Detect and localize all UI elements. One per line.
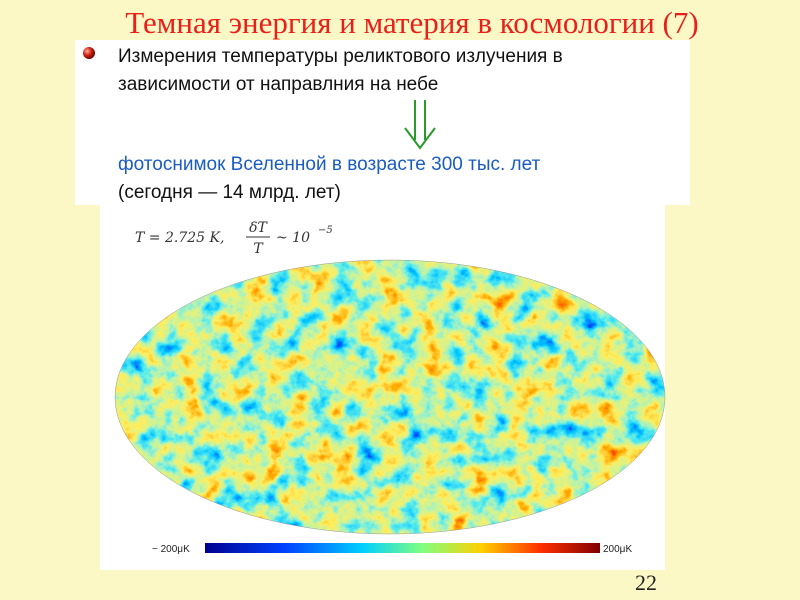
- formula-numerator: δT: [249, 220, 268, 236]
- caption-line: фотоснимок Вселенной в возрасте 300 тыс.…: [118, 154, 541, 175]
- colorbar-min-label: − 200μK: [152, 544, 190, 555]
- formula-exponent: −5: [318, 225, 333, 236]
- formula-temperature: T = 2.725 K,: [135, 230, 224, 246]
- formula-denominator: T: [253, 241, 264, 257]
- map-outline: [114, 259, 666, 535]
- colorbar: [205, 543, 600, 553]
- text-panel: [75, 40, 690, 205]
- cmb-texture: [115, 260, 665, 534]
- bullet-line: Измерения температуры реликтового излуче…: [118, 46, 563, 67]
- cmb-map: [115, 260, 665, 534]
- caption-line: (сегодня — 14 млрд. лет): [118, 182, 341, 203]
- formula-approx: ~ 10: [276, 230, 310, 246]
- bullet-line: зависимости от направлния на небе: [118, 74, 438, 95]
- page-number: 22: [635, 570, 657, 595]
- bullet-dot: [83, 47, 95, 59]
- slide-title: Темная энергия и материя в космологии (7…: [125, 5, 698, 40]
- down-arrow: [404, 100, 436, 150]
- formula: T = 2.725 K, δT T ~ 10 −5: [135, 220, 333, 257]
- colorbar-max-label: 200μK: [603, 544, 632, 555]
